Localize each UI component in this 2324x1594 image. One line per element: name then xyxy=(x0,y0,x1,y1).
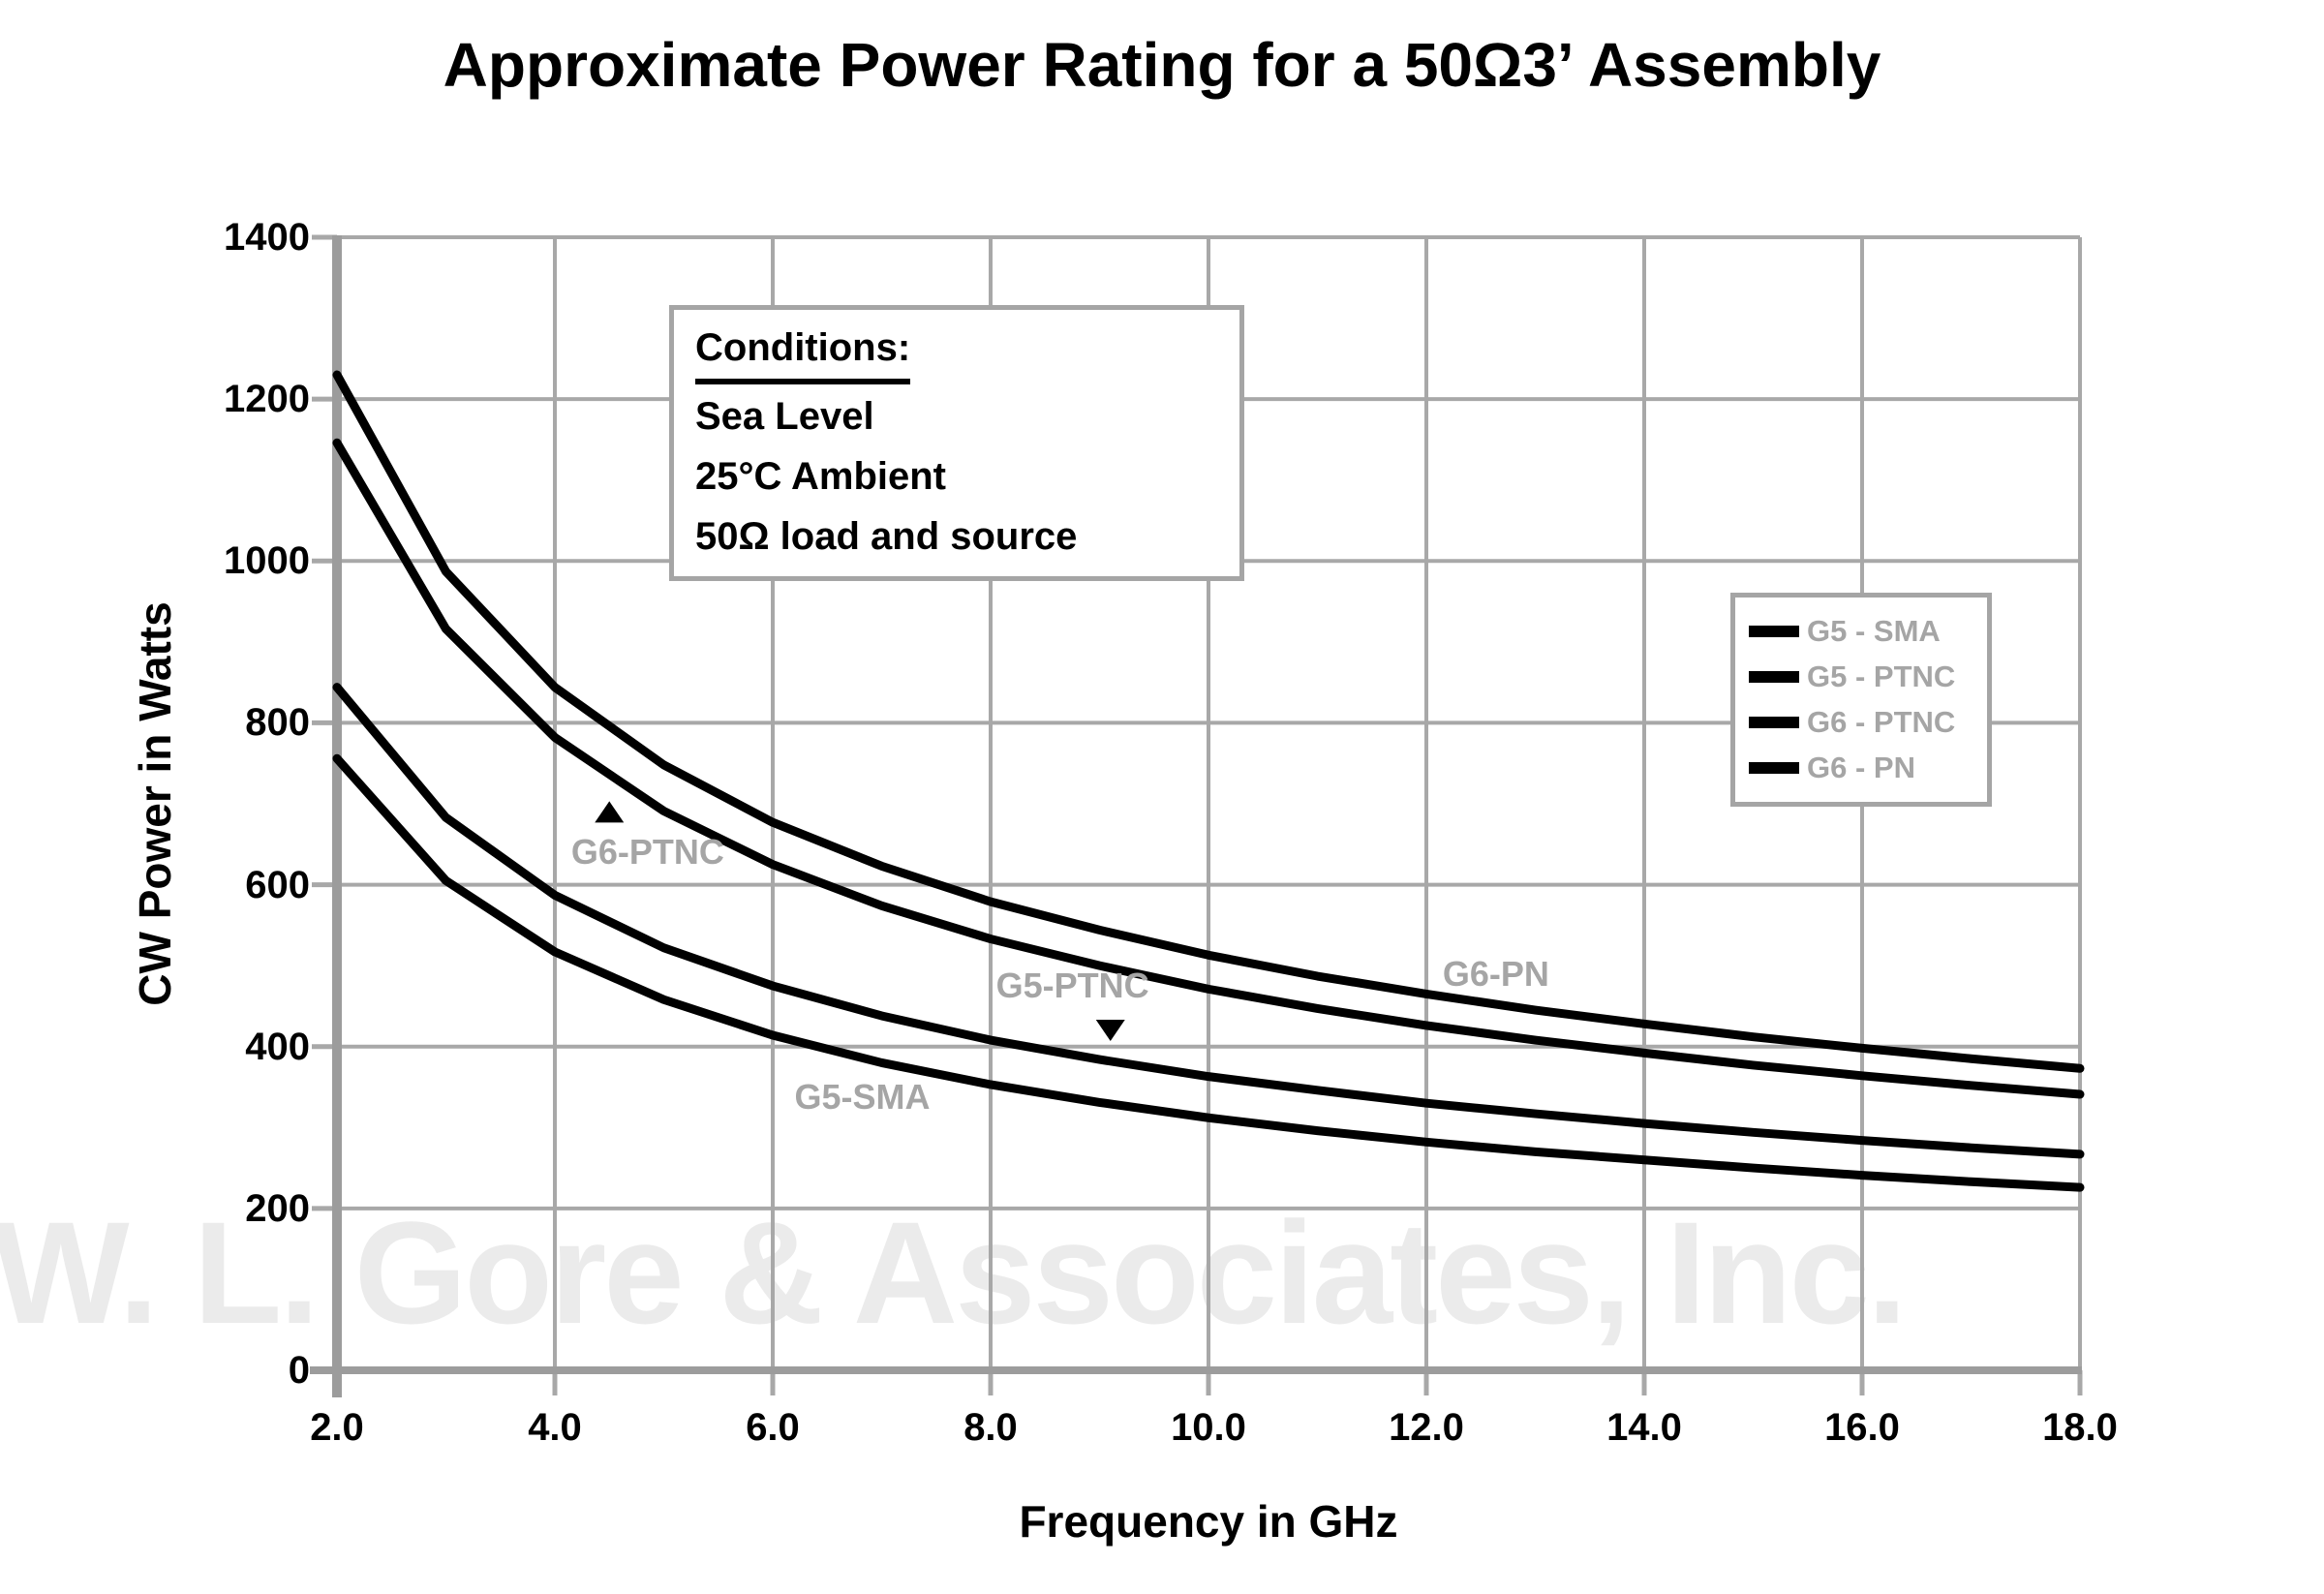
y-tick-label-200: 200 xyxy=(245,1186,310,1230)
conditions-heading: Conditions: xyxy=(695,318,911,384)
conditions-box: Conditions: Sea Level 25°C Ambient 50Ω l… xyxy=(669,305,1244,581)
y-tick-label-1200: 1200 xyxy=(224,378,310,421)
x-tick-label-10.0: 10.0 xyxy=(1171,1406,1246,1449)
legend-label: G6 - PTNC xyxy=(1807,705,1956,739)
curve-G5-SMA xyxy=(332,753,2085,1192)
conditions-line-sea-level: Sea Level xyxy=(695,395,874,438)
y-tick-label-1000: 1000 xyxy=(224,539,310,583)
legend-label: G6 - PN xyxy=(1807,751,1915,784)
x-tick-label-12.0: 12.0 xyxy=(1389,1406,1464,1449)
y-tick-label-0: 0 xyxy=(288,1349,310,1392)
legend-item-g6-ptnc: G6 - PTNC xyxy=(1749,705,1987,740)
curve-label-g5-sma: G5-SMA xyxy=(794,1076,931,1117)
legend-item-g5-ptnc: G5 - PTNC xyxy=(1749,659,1987,694)
legend-item-g5-sma: G5 - SMA xyxy=(1749,614,1987,649)
x-tick-label-8.0: 8.0 xyxy=(963,1406,1018,1449)
x-tick-label-16.0: 16.0 xyxy=(1824,1406,1900,1449)
legend-line-swatch xyxy=(1749,671,1799,683)
legend-label: G5 - PTNC xyxy=(1807,659,1956,693)
conditions-line-ambient: 25°C Ambient xyxy=(695,455,947,498)
curve-G5-PTNC xyxy=(332,683,2085,1159)
x-tick-label-18.0: 18.0 xyxy=(2042,1406,2118,1449)
legend-line-swatch xyxy=(1749,762,1799,774)
x-axis-title: Frequency in GHz xyxy=(1019,1496,1398,1547)
legend-box: G5 - SMA G5 - PTNC G6 - PTNC G6 - PN xyxy=(1730,593,1992,807)
curve-G6-PTNC xyxy=(332,438,2085,1099)
curve-label-g6-ptnc: G6-PTNC xyxy=(570,832,724,873)
legend-item-g6-pn: G6 - PN xyxy=(1749,751,1987,785)
y-tick-label-600: 600 xyxy=(245,863,310,906)
curve-label-g5-ptnc: G5-PTNC xyxy=(995,966,1149,1006)
watermark-text: W. L. Gore & Associates, Inc. xyxy=(0,1191,1908,1354)
x-tick-label-2.0: 2.0 xyxy=(310,1406,364,1449)
y-tick-label-800: 800 xyxy=(245,701,310,745)
curve-label-g6-pn: G6-PN xyxy=(1442,953,1549,994)
x-tick-label-4.0: 4.0 xyxy=(528,1406,582,1449)
x-tick-label-14.0: 14.0 xyxy=(1606,1406,1682,1449)
curve-G6-PN xyxy=(332,370,2085,1073)
y-tick-label-1400: 1400 xyxy=(224,216,310,259)
conditions-line-load-source: 50Ω load and source xyxy=(695,515,1078,558)
legend-line-swatch xyxy=(1749,626,1799,637)
legend-line-swatch xyxy=(1749,717,1799,728)
triangle-up-marker xyxy=(595,801,625,823)
triangle-down-marker xyxy=(1095,1020,1125,1041)
chart-title: Approximate Power Rating for a 50Ω3’ Ass… xyxy=(443,30,1881,100)
y-tick-label-400: 400 xyxy=(245,1025,310,1068)
y-axis-title: CW Power in Watts xyxy=(130,601,180,1006)
x-tick-label-6.0: 6.0 xyxy=(746,1406,800,1449)
legend-label: G5 - SMA xyxy=(1807,614,1941,648)
